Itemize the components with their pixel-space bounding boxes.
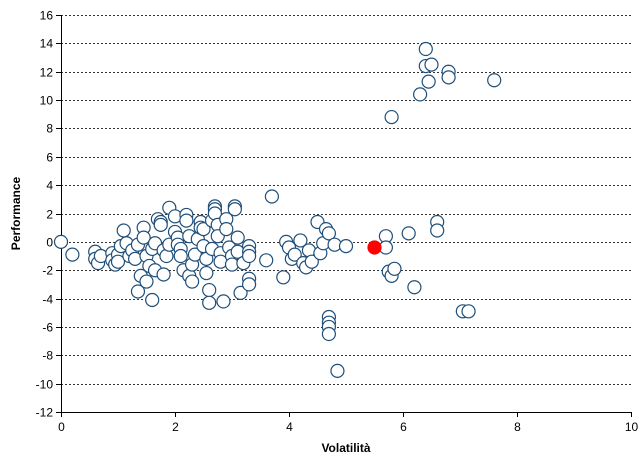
data-point [216, 294, 231, 309]
x-tick-label: 10 [625, 420, 639, 434]
data-point [338, 239, 354, 254]
y-tick-label: -8 [42, 349, 53, 363]
y-tick-label: 0 [46, 236, 53, 250]
data-point [387, 261, 402, 276]
data-point [330, 363, 345, 378]
data-point [487, 73, 502, 88]
data-point [441, 70, 456, 85]
data-point [202, 295, 217, 310]
data-point [259, 253, 274, 268]
y-axis-title: Performance [9, 176, 23, 250]
data-point [185, 274, 200, 289]
data-point [53, 234, 69, 249]
x-tick-label: 4 [286, 420, 293, 434]
data-point [321, 326, 336, 342]
data-point [145, 292, 160, 308]
y-tick-label: -4 [42, 293, 53, 307]
data-point [110, 254, 126, 269]
y-tick-label: 12 [40, 66, 54, 80]
data-point [461, 304, 476, 319]
tick-labels: -12 -10 -8 -6 -4 -2 0 2 4 6 8 10 12 14 16 0 2 4 6 8 10 [36, 9, 639, 435]
data-points [53, 41, 502, 378]
data-point [139, 274, 154, 289]
y-tick-label: 14 [40, 37, 54, 51]
y-tick-label: 8 [46, 122, 53, 136]
data-point [202, 282, 217, 298]
x-axis-title: Volatilità [321, 441, 370, 455]
data-point [384, 109, 399, 125]
y-tick-label: -10 [36, 378, 54, 392]
data-point [230, 230, 245, 245]
y-tick-label: 16 [40, 9, 54, 23]
data-point [424, 57, 439, 72]
data-point [264, 189, 279, 204]
data-point [179, 213, 194, 228]
axes [56, 15, 632, 417]
data-point [153, 217, 168, 232]
data-point [116, 223, 131, 238]
x-tick-label: 6 [400, 420, 407, 434]
y-tick-label: -2 [42, 264, 53, 278]
data-point [227, 202, 242, 217]
data-point [173, 248, 188, 264]
data-point [276, 270, 291, 285]
x-tick-label: 0 [58, 420, 65, 434]
data-point [293, 233, 308, 248]
data-point [242, 277, 257, 292]
data-point [130, 284, 146, 299]
data-point [196, 221, 211, 237]
data-point [413, 87, 428, 102]
data-point [219, 221, 234, 237]
data-point [401, 226, 416, 241]
x-tick-label: 2 [172, 420, 179, 434]
y-tick-label: 10 [40, 94, 54, 108]
gridlines [61, 15, 631, 413]
data-point [321, 226, 336, 241]
data-point [65, 247, 80, 262]
y-tick-label: -6 [42, 321, 53, 335]
data-point [233, 285, 248, 300]
y-tick-label: 4 [46, 179, 53, 193]
data-point [242, 248, 257, 264]
data-point [430, 223, 445, 238]
data-point [199, 265, 214, 281]
data-point [421, 74, 436, 89]
x-tick-label: 8 [514, 420, 521, 434]
data-point [156, 267, 171, 282]
data-point [136, 230, 151, 245]
data-point [407, 280, 422, 295]
highlighted-point [367, 240, 382, 255]
y-tick-label: 2 [46, 208, 53, 222]
data-point [287, 247, 302, 262]
y-tick-label: -12 [36, 406, 54, 420]
data-point [304, 254, 319, 269]
data-point [418, 41, 433, 57]
y-tick-label: 6 [46, 151, 53, 165]
